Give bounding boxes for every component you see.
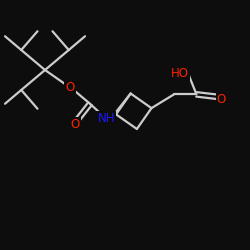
- Text: O: O: [70, 118, 80, 132]
- Text: HO: HO: [171, 66, 189, 80]
- Text: O: O: [66, 81, 74, 94]
- Text: NH: NH: [98, 112, 115, 125]
- Text: O: O: [217, 93, 226, 106]
